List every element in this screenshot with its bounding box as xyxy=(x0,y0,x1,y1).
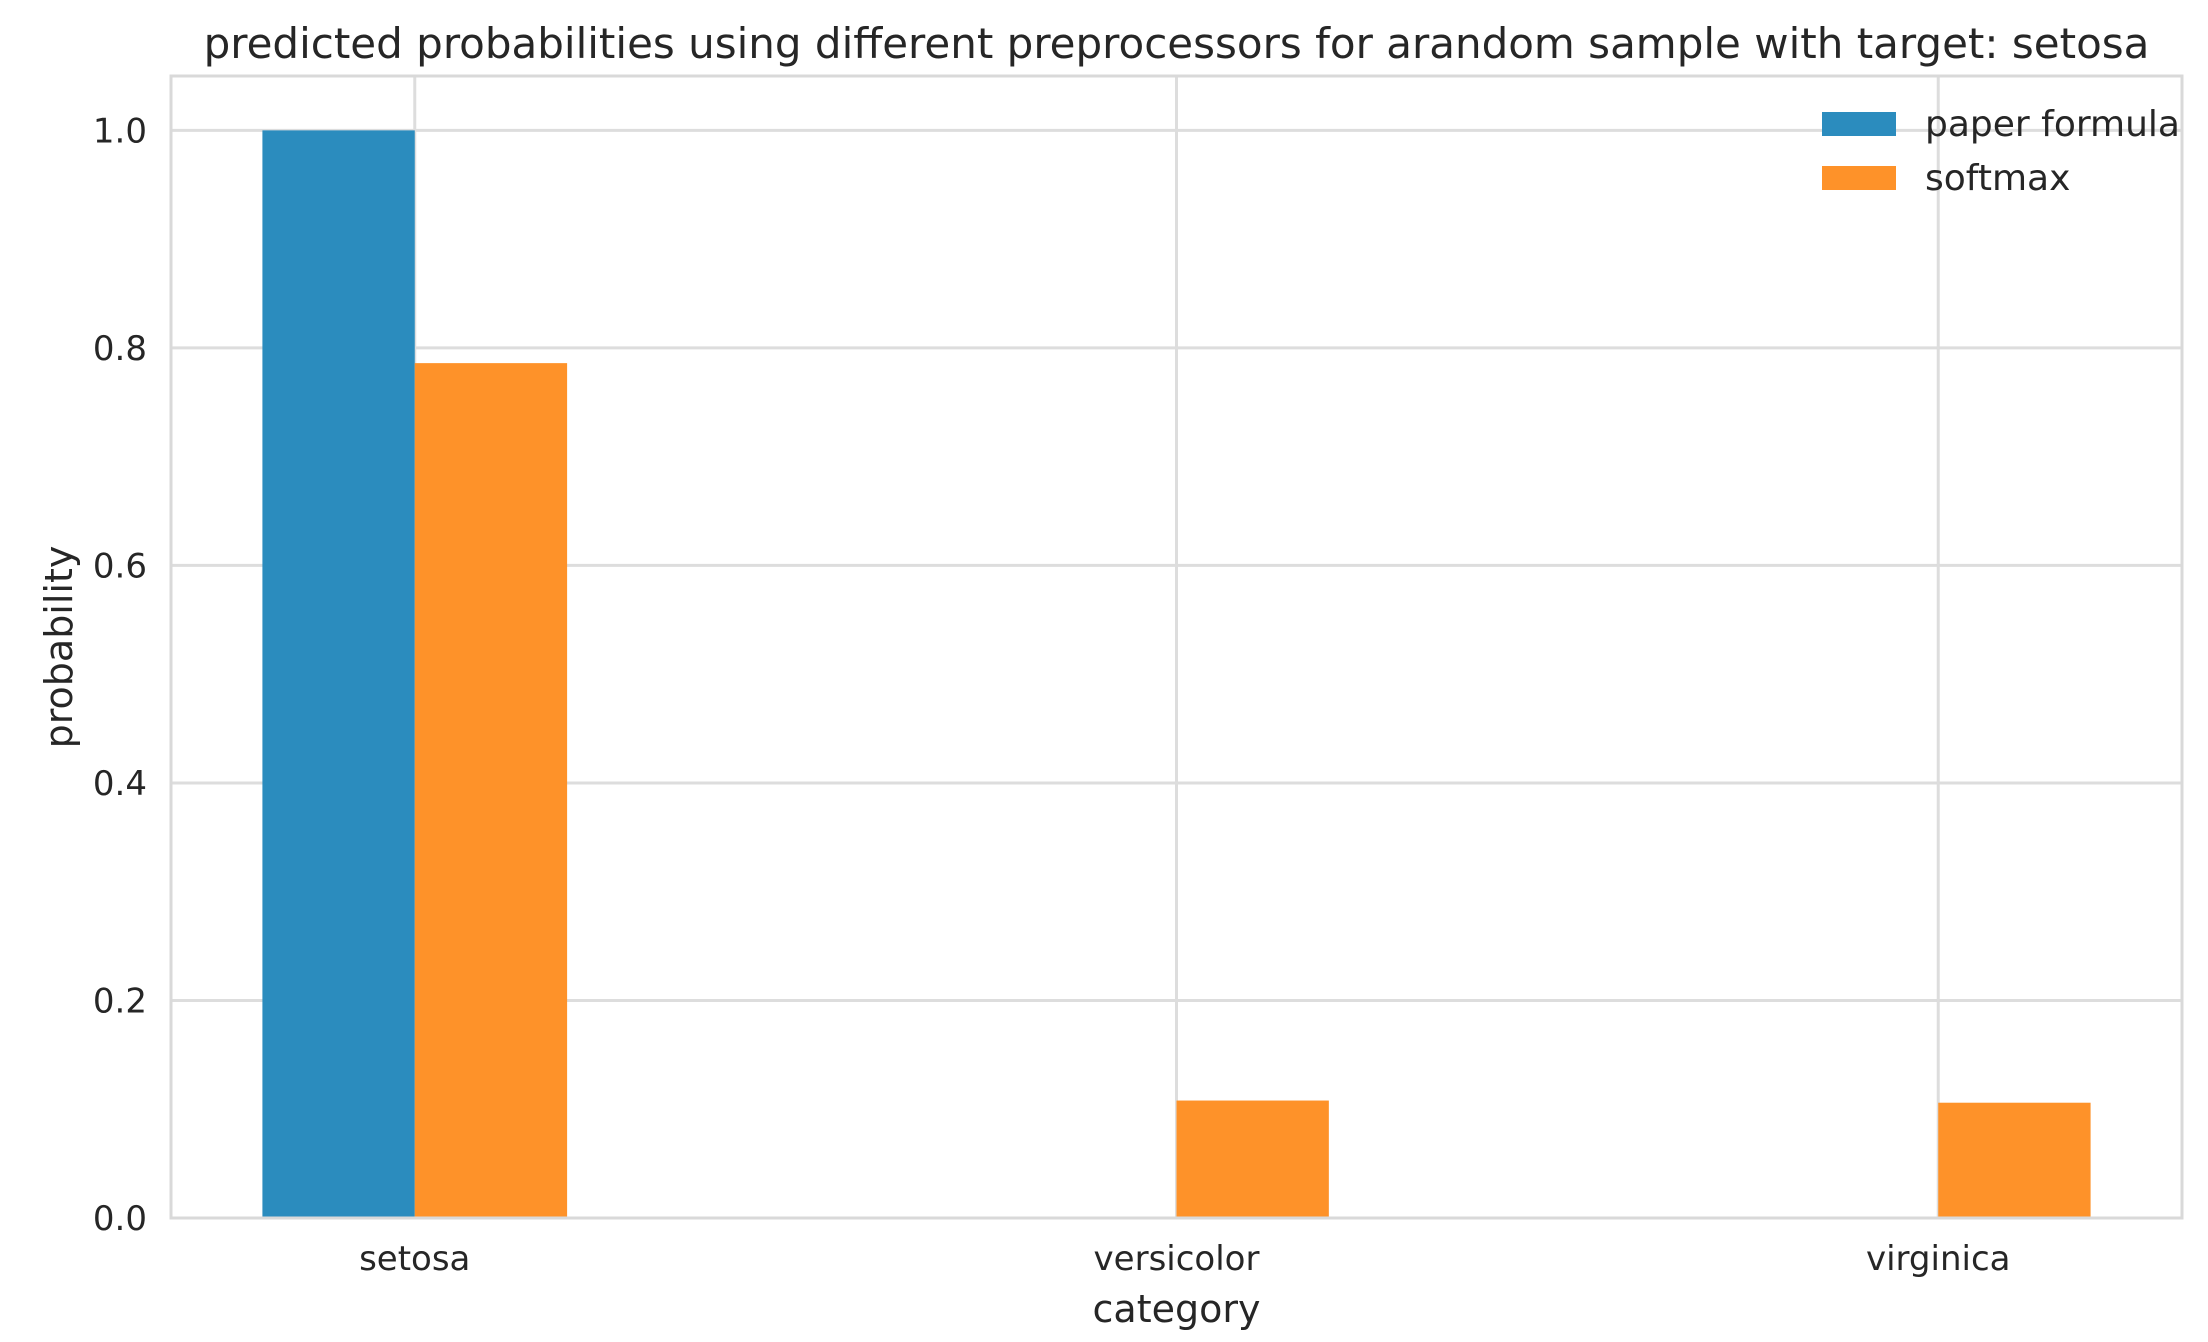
y-tick-labels: 0.0 0.2 0.4 0.6 0.8 1.0 xyxy=(93,111,147,1239)
x-tick-labels: setosa versicolor virginica xyxy=(359,1239,2010,1279)
bar-softmax-virginica xyxy=(1938,1102,2091,1218)
legend-swatch-paper-formula xyxy=(1822,112,1896,136)
y-tick-label: 0.0 xyxy=(93,1199,147,1239)
plot-frame xyxy=(169,74,2184,1220)
bars xyxy=(262,130,2091,1218)
legend-label: softmax xyxy=(1925,158,2070,199)
x-tick-label: setosa xyxy=(359,1239,470,1279)
y-tick-label: 0.6 xyxy=(93,546,147,586)
y-tick-label: 0.8 xyxy=(93,329,147,369)
chart-title: predicted probabilities using different … xyxy=(204,19,2150,68)
y-axis-label: probability xyxy=(37,546,81,749)
bar-paper-formula-setosa xyxy=(262,130,415,1218)
legend: paper formula softmax xyxy=(1822,104,2180,199)
bar-softmax-setosa xyxy=(414,363,568,1218)
legend-swatch-softmax xyxy=(1822,166,1896,190)
x-axis-label: category xyxy=(1093,1287,1261,1331)
x-tick-label: virginica xyxy=(1866,1239,2011,1279)
y-tick-label: 0.4 xyxy=(93,764,147,804)
y-tick-label: 0.2 xyxy=(93,981,147,1021)
x-tick-label: versicolor xyxy=(1094,1239,1260,1279)
bar-softmax-versicolor xyxy=(1176,1100,1329,1218)
legend-label: paper formula xyxy=(1925,104,2180,145)
y-tick-label: 1.0 xyxy=(93,111,147,151)
